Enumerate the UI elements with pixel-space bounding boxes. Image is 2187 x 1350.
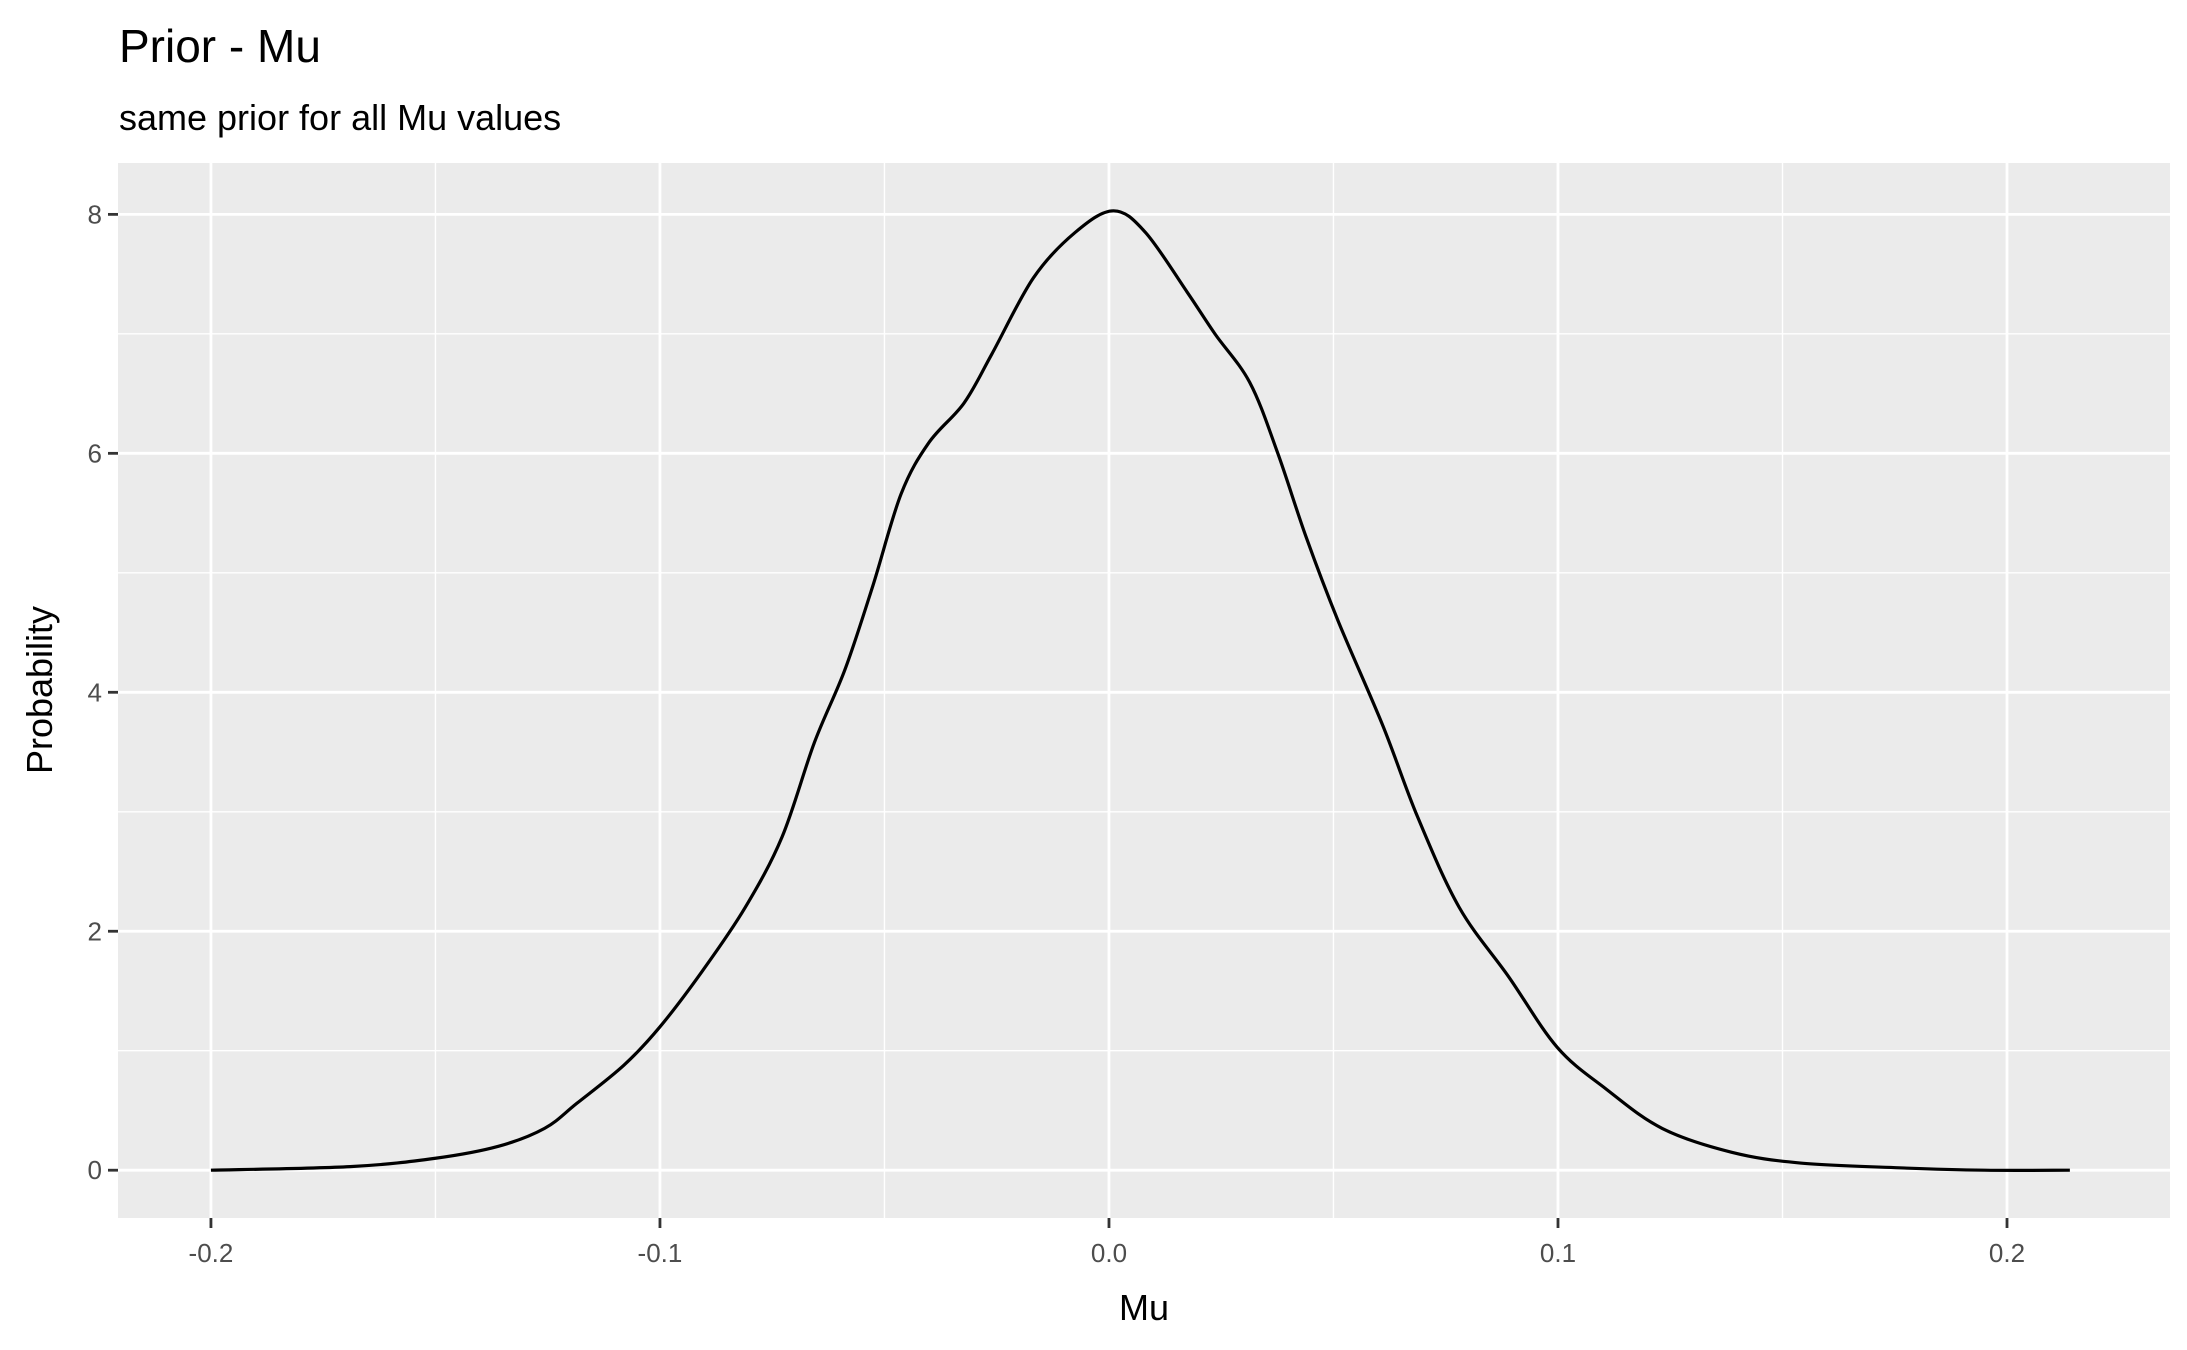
y-axis: 0 2 4 6 8 — [88, 199, 118, 1185]
plot-panel — [118, 163, 2170, 1218]
x-axis-title: Mu — [1119, 1287, 1169, 1328]
major-gridlines — [118, 163, 2170, 1218]
y-tick-label: 8 — [88, 199, 102, 229]
x-tick-label: -0.1 — [638, 1238, 683, 1268]
x-tick-label: 0.0 — [1091, 1238, 1127, 1268]
y-tick-label: 6 — [88, 438, 102, 468]
x-tick-label: 0.1 — [1540, 1238, 1576, 1268]
x-tick-label: 0.2 — [1989, 1238, 2025, 1268]
density-line — [210, 209, 2070, 1172]
y-axis-title: Probability — [19, 606, 60, 774]
minor-gridlines — [118, 163, 2170, 1218]
chart-title: Prior - Mu — [119, 20, 321, 72]
x-axis: -0.2 -0.1 0.0 0.1 0.2 — [189, 1218, 2025, 1268]
y-tick-label: 0 — [88, 1155, 102, 1185]
x-tick-label: -0.2 — [189, 1238, 234, 1268]
y-tick-label: 4 — [88, 677, 102, 707]
chart-subtitle: same prior for all Mu values — [119, 97, 561, 138]
y-tick-label: 2 — [88, 916, 102, 946]
